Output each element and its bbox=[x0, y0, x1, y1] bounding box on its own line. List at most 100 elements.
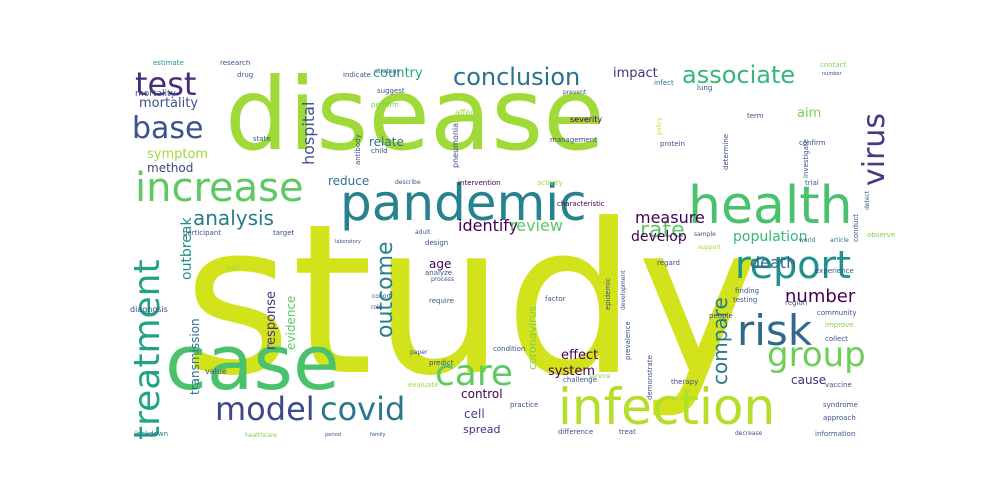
word: protein bbox=[660, 140, 685, 148]
word: state bbox=[253, 135, 271, 143]
word: associate bbox=[682, 61, 796, 89]
word: family bbox=[370, 432, 386, 438]
word: determine bbox=[722, 133, 730, 170]
word: condition bbox=[493, 345, 526, 353]
word: care bbox=[435, 353, 514, 394]
word: hospital bbox=[299, 101, 318, 165]
word: measure bbox=[635, 208, 705, 227]
word: drug bbox=[237, 71, 254, 79]
word: policy bbox=[656, 117, 663, 135]
word: vaccine bbox=[825, 381, 852, 389]
word: role bbox=[371, 304, 383, 311]
word: case bbox=[165, 318, 340, 407]
word: therapy bbox=[671, 378, 699, 386]
word: regard bbox=[657, 259, 680, 267]
word: severity bbox=[570, 115, 603, 124]
word: relate bbox=[369, 135, 404, 149]
word: cause bbox=[791, 373, 827, 387]
word: affect bbox=[455, 108, 478, 117]
word: lung bbox=[697, 84, 713, 92]
word: effect bbox=[561, 348, 599, 363]
word: transmission bbox=[188, 318, 202, 395]
word: treatment bbox=[127, 259, 168, 440]
word: finding bbox=[735, 287, 760, 295]
word: age bbox=[429, 257, 452, 271]
word: period bbox=[325, 432, 341, 438]
word: region bbox=[785, 299, 808, 307]
word: country bbox=[373, 66, 423, 81]
word: antibody bbox=[354, 134, 362, 165]
word: outcome bbox=[373, 241, 398, 338]
word: conduct bbox=[852, 213, 860, 242]
word: factor bbox=[545, 295, 566, 303]
word: epidemic bbox=[604, 277, 612, 310]
word: perform bbox=[371, 101, 399, 109]
word: sample bbox=[694, 231, 716, 238]
word: model bbox=[215, 390, 315, 428]
word: base bbox=[132, 111, 204, 146]
word: collect bbox=[825, 335, 848, 343]
word: demonstrate bbox=[646, 355, 654, 400]
wordcloud: study disease case pandemic health infec… bbox=[125, 60, 895, 440]
word: disease bbox=[225, 60, 605, 173]
word: review bbox=[510, 216, 563, 235]
word: support bbox=[698, 244, 722, 251]
word: estimate bbox=[153, 60, 184, 67]
word: approach bbox=[823, 414, 856, 422]
word: impact bbox=[613, 66, 658, 81]
word: intervention bbox=[458, 179, 501, 187]
word: mortality bbox=[135, 89, 176, 99]
word: develop bbox=[631, 229, 687, 245]
word: trial bbox=[805, 179, 819, 187]
word: risk bbox=[737, 306, 813, 355]
word: infect bbox=[654, 79, 674, 87]
word: analysis bbox=[193, 206, 274, 230]
word: study bbox=[183, 180, 760, 422]
word: activity bbox=[537, 179, 563, 187]
word: rate bbox=[640, 218, 685, 243]
word: people bbox=[709, 312, 733, 320]
word: design bbox=[425, 239, 449, 247]
word: world bbox=[799, 237, 816, 244]
word: reduce bbox=[328, 174, 370, 188]
word: test bbox=[135, 65, 197, 103]
word: describe bbox=[395, 179, 421, 186]
word: participant bbox=[183, 229, 222, 237]
word: population bbox=[733, 229, 808, 245]
word: investigate bbox=[802, 139, 810, 178]
word: suggest bbox=[377, 87, 405, 95]
word: health bbox=[688, 176, 853, 236]
word: indicate bbox=[343, 71, 371, 79]
word: lead bbox=[225, 264, 240, 272]
word: detect bbox=[864, 190, 871, 210]
word: adult bbox=[415, 229, 431, 236]
word: healthcare bbox=[245, 432, 277, 439]
word: practice bbox=[510, 401, 539, 409]
word: response bbox=[264, 290, 279, 350]
word: evaluate bbox=[408, 381, 439, 389]
word: outbreak bbox=[179, 217, 195, 280]
word: lockdown bbox=[135, 430, 169, 438]
word: difference bbox=[558, 428, 594, 436]
word: aim bbox=[797, 106, 822, 121]
word: require bbox=[429, 297, 454, 305]
word: spread bbox=[463, 423, 501, 436]
word: characteristic bbox=[557, 200, 605, 208]
word: infection bbox=[558, 378, 776, 436]
word: increase bbox=[135, 165, 304, 211]
word: treat bbox=[619, 428, 636, 436]
word: confirm bbox=[799, 139, 826, 147]
word: number bbox=[822, 71, 842, 77]
word: report bbox=[735, 243, 852, 287]
word: article bbox=[830, 237, 849, 244]
word: pandemic bbox=[340, 174, 587, 232]
word: covid bbox=[320, 390, 406, 428]
word: testing bbox=[733, 296, 758, 304]
word: child bbox=[371, 147, 388, 155]
word: laboratory bbox=[335, 239, 361, 245]
word: number bbox=[785, 286, 856, 307]
word: analyze bbox=[425, 269, 453, 277]
word: prevalence bbox=[624, 321, 632, 360]
word: prevent bbox=[563, 89, 587, 96]
